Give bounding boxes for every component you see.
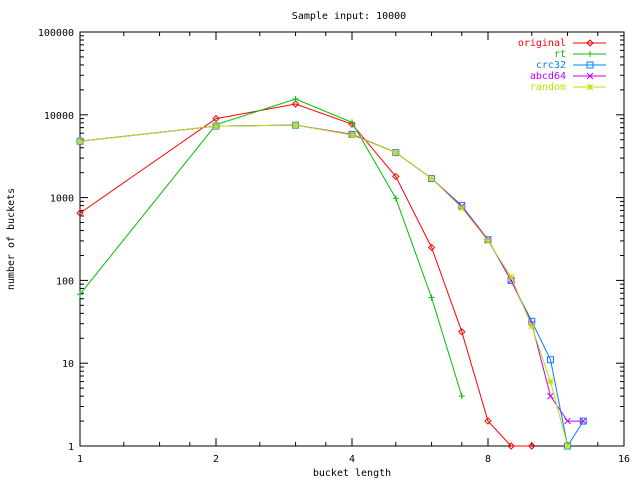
y-tick-label: 1000: [50, 194, 74, 205]
point-rt: [428, 294, 435, 301]
plot-frame: [79, 31, 625, 447]
series-layer: [76, 96, 587, 450]
legend-marker-abcd64: [586, 72, 594, 80]
legend-marker-crc32: [586, 61, 594, 69]
point-abcd64: [579, 417, 587, 425]
y-tick-label: 1: [68, 442, 74, 453]
point-crc32: [546, 356, 554, 364]
point-random: [484, 237, 492, 245]
point-abcd64: [564, 417, 571, 425]
point-original: [427, 243, 436, 252]
point-original: [76, 209, 84, 217]
x-tick-label: 16: [618, 454, 630, 465]
legend-label: original: [518, 38, 566, 49]
point-rt: [77, 291, 83, 298]
y-tick-label: 10000: [44, 111, 74, 122]
point-original: [212, 114, 220, 123]
series-line-rt: [79, 98, 463, 397]
point-rt: [292, 96, 299, 103]
point-original: [392, 172, 400, 181]
series-line-crc32: [79, 124, 584, 448]
point-original: [291, 100, 300, 108]
point-random: [348, 131, 356, 139]
x-axis-label: bucket length: [313, 468, 391, 479]
axis-ticks: [79, 31, 625, 447]
point-random: [392, 149, 400, 156]
series-original: [76, 100, 536, 450]
legend-label: abcd64: [530, 71, 566, 82]
legend-entry-random: random: [530, 82, 606, 93]
y-axis-label: number of buckets: [6, 188, 17, 290]
x-tick-label: 2: [213, 454, 219, 465]
legend-label: rt: [554, 49, 566, 60]
point-random: [76, 137, 84, 145]
point-random: [428, 175, 435, 182]
chart-title: Sample input: 10000: [292, 11, 406, 22]
y-tick-label: 100000: [38, 28, 74, 39]
point-original: [348, 120, 356, 128]
point-original: [528, 442, 536, 450]
point-random: [507, 273, 515, 281]
y-tick-label: 100: [56, 276, 74, 287]
x-tick-label: 8: [485, 454, 491, 465]
legend-entry-crc32: crc32: [536, 60, 606, 71]
point-random: [458, 204, 466, 212]
point-rt: [349, 119, 355, 126]
point-rt: [392, 195, 399, 202]
series-random: [76, 121, 571, 450]
legend-marker-rt: [587, 51, 593, 57]
point-abcd64: [547, 392, 554, 400]
point-original: [458, 328, 466, 336]
legend-entry-rt: rt: [554, 49, 606, 60]
point-random: [292, 121, 299, 129]
series-line-random: [79, 124, 569, 447]
point-original: [484, 417, 492, 425]
series-abcd64: [76, 121, 587, 425]
point-random: [212, 122, 220, 130]
legend-marker-random: [586, 83, 594, 91]
point-random: [564, 442, 571, 450]
series-rt: [77, 96, 465, 400]
series-line-original: [79, 103, 532, 447]
point-rt: [458, 393, 465, 400]
axis-tick-labels: 1 2 4 8 16 1 10 100 1000 10000 100000: [38, 28, 630, 465]
legend-label: crc32: [536, 60, 566, 71]
legend-marker-original: [586, 39, 594, 47]
legend-entry-original: original: [518, 38, 606, 49]
legend-label: random: [530, 82, 566, 93]
y-tick-label: 10: [62, 359, 74, 370]
series-line-abcd64: [79, 124, 584, 422]
legend-entry-abcd64: abcd64: [530, 71, 606, 82]
point-random: [547, 378, 554, 385]
point-original: [507, 442, 515, 450]
point-random: [528, 322, 536, 330]
x-tick-label: 4: [349, 454, 355, 465]
series-crc32: [76, 121, 587, 450]
x-tick-label: 1: [77, 454, 83, 465]
